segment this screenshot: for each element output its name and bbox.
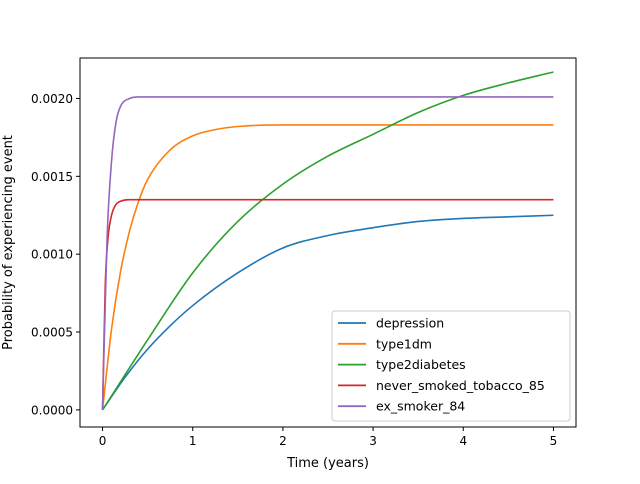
legend-label-never-smoked-tobacco-85: never_smoked_tobacco_85 [376,378,545,393]
series-line-type2diabetes [101,71,554,411]
legend-box [331,310,571,422]
x-tick-label: 1 [189,434,197,448]
legend-label-type2diabetes: type2diabetes [376,357,466,372]
y-tick-label: 0.0020 [31,92,73,106]
y-axis-ticks: 0.0000 0.0005 0.0010 0.0015 0.0020 [31,92,80,417]
x-tick-label: 0 [99,434,107,448]
legend-label-ex-smoker-84: ex_smoker_84 [376,399,465,414]
x-tick-label: 3 [369,434,377,448]
series-line-type1dm [101,124,554,410]
legend: depression type1dm type2diabetes never_smok… [331,310,571,422]
y-tick-label: 0.0010 [31,248,73,262]
y-tick-label: 0.0000 [31,403,73,417]
legend-label-depression: depression [376,316,444,331]
x-tick-label: 5 [550,434,558,448]
y-tick-label: 0.0015 [31,170,73,184]
x-tick-label: 4 [459,434,467,448]
series-line-ex-smoker-84 [101,96,554,410]
x-axis-ticks: 0 1 2 3 4 5 [99,427,558,448]
y-axis-label: Probability of experiencing event [1,135,16,350]
x-axis-label: Time (years) [286,456,369,471]
legend-label-type1dm: type1dm [376,336,432,351]
series-line-depression [101,214,554,411]
x-tick-label: 2 [279,434,287,448]
y-tick-label: 0.0005 [31,326,73,340]
series-layer [101,71,554,411]
axes-frame [79,57,577,428]
